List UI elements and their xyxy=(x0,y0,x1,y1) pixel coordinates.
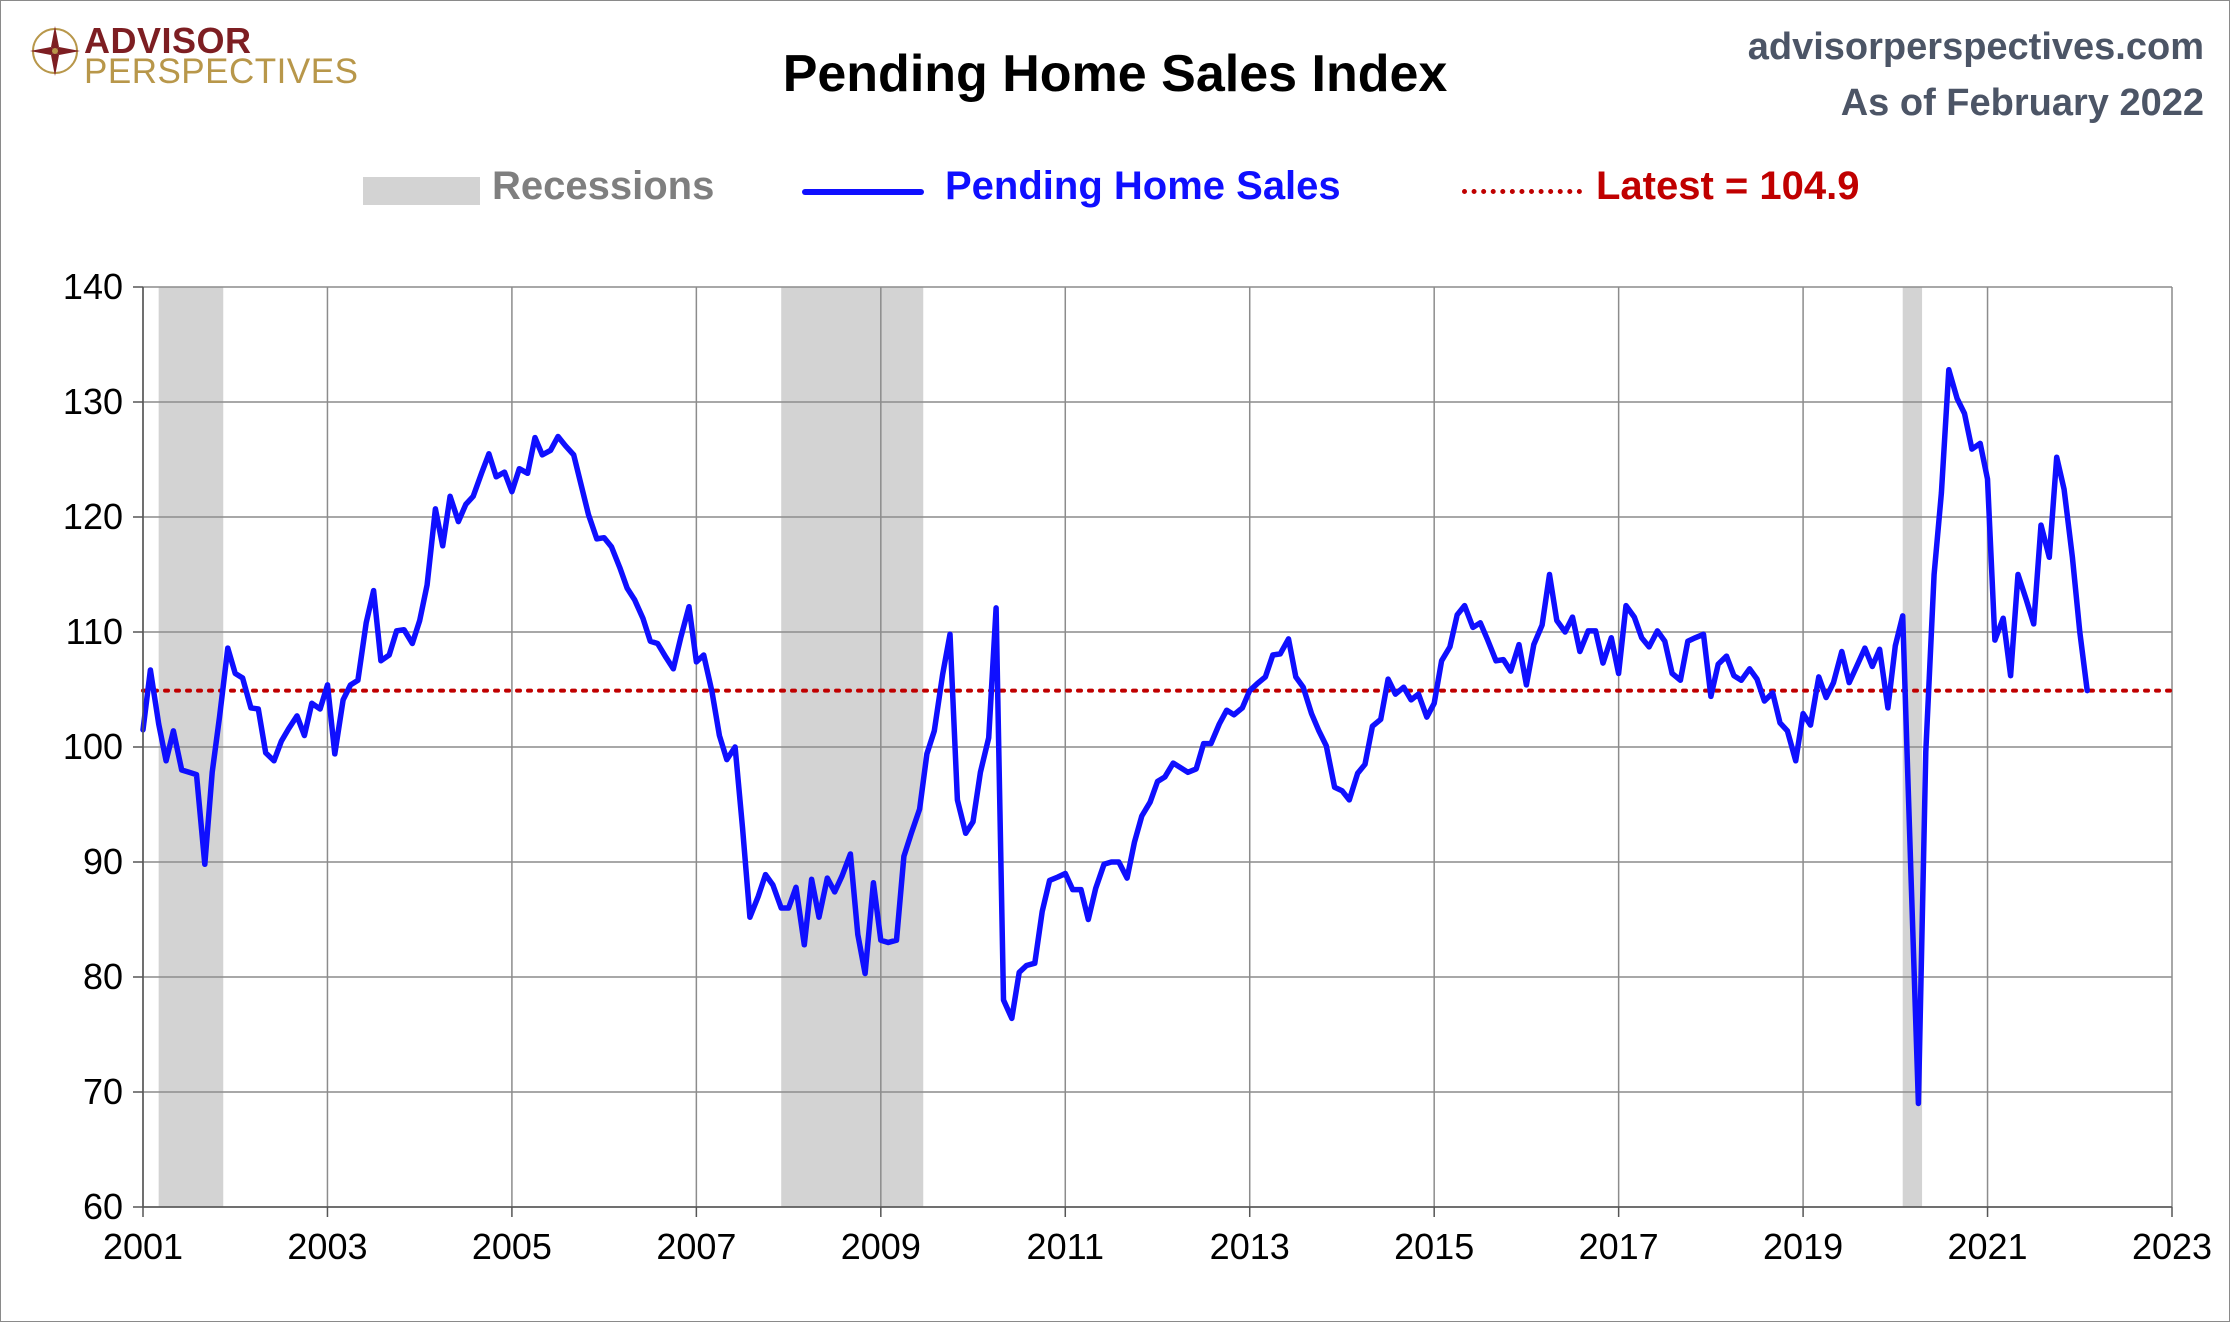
y-tick-label: 70 xyxy=(83,1071,123,1112)
x-tick-label: 2007 xyxy=(656,1226,736,1267)
x-tick-label: 2021 xyxy=(1947,1226,2027,1267)
x-tick-label: 2019 xyxy=(1763,1226,1843,1267)
series-layer xyxy=(140,367,2090,1107)
y-tick-label: 140 xyxy=(63,266,123,307)
as-of-label: As of February 2022 xyxy=(1840,82,2204,124)
site-label: advisorperspectives.com xyxy=(1747,26,2204,68)
compass-rose-icon xyxy=(30,26,80,76)
y-tick-label: 100 xyxy=(63,726,123,767)
y-tick-label: 60 xyxy=(83,1186,123,1227)
legend-series-swatch xyxy=(802,189,924,195)
x-tick-label: 2011 xyxy=(1027,1226,1104,1267)
legend-series-label: Pending Home Sales xyxy=(945,164,1341,208)
x-tick-label: 2003 xyxy=(287,1226,367,1267)
y-tick-label: 90 xyxy=(83,841,123,882)
x-tick-label: 2015 xyxy=(1394,1226,1474,1267)
legend-recessions-swatch xyxy=(363,177,480,205)
x-tick-label: 2013 xyxy=(1210,1226,1290,1267)
logo-text-top: ADVISOR xyxy=(84,20,252,61)
y-tick-label: 80 xyxy=(83,956,123,997)
x-tick-label: 2009 xyxy=(841,1226,921,1267)
series-line-pending-home-sales xyxy=(140,367,2090,1107)
gridlines xyxy=(142,286,2173,1208)
y-tick-label: 120 xyxy=(63,496,123,537)
x-tick-label: 2023 xyxy=(2132,1226,2212,1267)
logo-text-bottom: PERSPECTIVES xyxy=(84,52,359,91)
legend-recessions-label: Recessions xyxy=(492,164,715,208)
x-tick-label: 2005 xyxy=(472,1226,552,1267)
y-tick-label: 130 xyxy=(63,381,123,422)
x-tick-label: 2017 xyxy=(1579,1226,1659,1267)
advisor-perspectives-logo: ADVISOR PERSPECTIVES xyxy=(28,18,358,91)
y-tick-label: 110 xyxy=(66,611,123,652)
axes: 60 70 80 90 100 110 120 130 140 2001 2003 2005 2007 2… xyxy=(63,266,2212,1267)
chart-title: Pending Home Sales Index xyxy=(782,45,1448,103)
legend-latest-swatch xyxy=(1462,189,1582,194)
legend-latest-label: Latest = 104.9 xyxy=(1596,164,1860,208)
x-tick-label: 2001 xyxy=(103,1226,183,1267)
